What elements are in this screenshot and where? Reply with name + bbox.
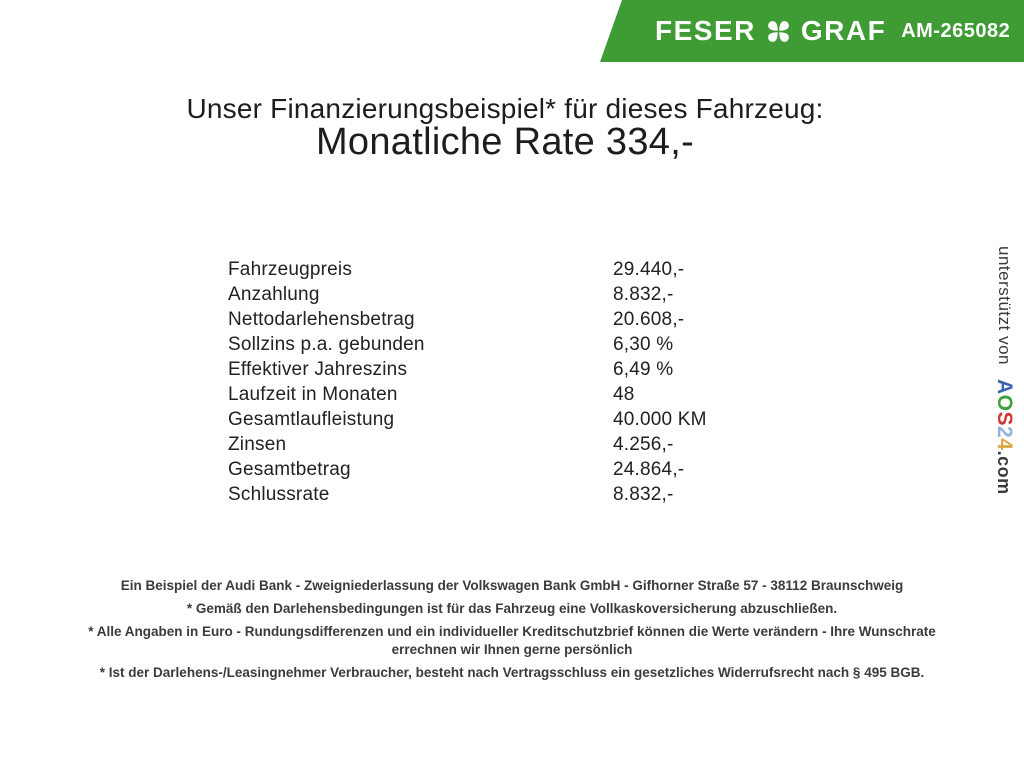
finance-table-row: Laufzeit in Monaten 48 (228, 382, 707, 407)
finance-table-row: Anzahlung 8.832,- (228, 282, 707, 307)
finance-row-label: Sollzins p.a. gebunden (228, 334, 425, 355)
aos24-logo-letter: O (993, 394, 1016, 412)
finance-table-row: Gesamtbetrag 24.864,- (228, 457, 707, 482)
finance-table-row: Sollzins p.a. gebunden 6,30 % (228, 332, 707, 357)
disclaimer-paragraph: * Gemäß den Darlehensbedingungen ist für… (186, 601, 838, 616)
finance-row-label: Schlussrate (228, 484, 330, 505)
finance-row-value: 8.832,- (613, 284, 674, 305)
vehicle-reference-number: AM-265082 (901, 19, 1011, 42)
disclaimer-paragraph: * Alle Angaben in Euro - Rundungsdiffere… (88, 624, 936, 657)
finance-row-label: Zinsen (228, 434, 287, 455)
brand-logo: FESER GRAF (655, 15, 886, 47)
finance-row-label: Fahrzeugpreis (228, 259, 353, 280)
finance-row-label: Effektiver Jahreszins (228, 359, 408, 380)
finance-table-row: Nettodarlehensbetrag 20.608,- (228, 307, 707, 332)
finance-table-row: Schlussrate 8.832,- (228, 482, 707, 507)
monthly-rate-title: Monatliche Rate 334,- (315, 121, 695, 163)
finance-row-label: Anzahlung (228, 284, 320, 305)
aos24-logo: AOS24 (992, 379, 1016, 450)
aos24-logo-letter: 2 (993, 426, 1016, 439)
disclaimer-footer: Ein Beispiel der Audi Bank - Zweignieder… (56, 577, 968, 687)
supported-by-label: unterstützt von (995, 246, 1014, 366)
finance-row-value: 24.864,- (613, 459, 685, 480)
finance-table-row: Gesamtlaufleistung 40.000 KM (228, 407, 707, 432)
finance-table-row: Zinsen 4.256,- (228, 432, 707, 457)
disclaimer-paragraph: Ein Beispiel der Audi Bank - Zweignieder… (120, 578, 904, 593)
finance-example-subtitle: Unser Finanzierungsbeispiel* für dieses … (186, 93, 824, 124)
finance-row-value: 4.256,- (613, 434, 674, 455)
finance-row-value: 6,49 % (613, 359, 674, 380)
finance-row-label: Gesamtbetrag (228, 459, 351, 480)
finance-table-row: Fahrzeugpreis 29.440,- (228, 257, 707, 282)
clover-icon (765, 18, 792, 45)
finance-table: Fahrzeugpreis 29.440,- Anzahlung 8.832,- Net… (228, 257, 707, 507)
finance-row-value: 20.608,- (613, 309, 685, 330)
brand-name-graf: GRAF (800, 15, 887, 46)
aos24-logo-letter: 4 (993, 438, 1016, 451)
supported-by-sidebar: unterstützt von AOS24.com (992, 246, 1016, 495)
finance-row-value: 6,30 % (613, 334, 674, 355)
aos24-logo-letter: A (993, 379, 1016, 395)
finance-row-label: Gesamtlaufleistung (228, 409, 395, 430)
aos24-logo-letter: S (993, 411, 1016, 427)
brand-name-feser: FESER (655, 15, 756, 46)
finance-row-label: Laufzeit in Monaten (228, 384, 398, 405)
finance-row-label: Nettodarlehensbetrag (228, 309, 415, 330)
aos24-logo-suffix: .com (994, 450, 1014, 495)
finance-row-value: 8.832,- (613, 484, 674, 505)
brand-banner: FESER GRAF AM-265082 (600, 0, 1024, 62)
finance-row-value: 40.000 KM (613, 409, 707, 430)
disclaimer-paragraph: * Ist der Darlehens-/Leasingnehmer Verbr… (99, 665, 925, 680)
finance-row-value: 48 (613, 384, 635, 405)
finance-table-row: Effektiver Jahreszins 6,49 % (228, 357, 707, 382)
finance-row-value: 29.440,- (613, 259, 685, 280)
